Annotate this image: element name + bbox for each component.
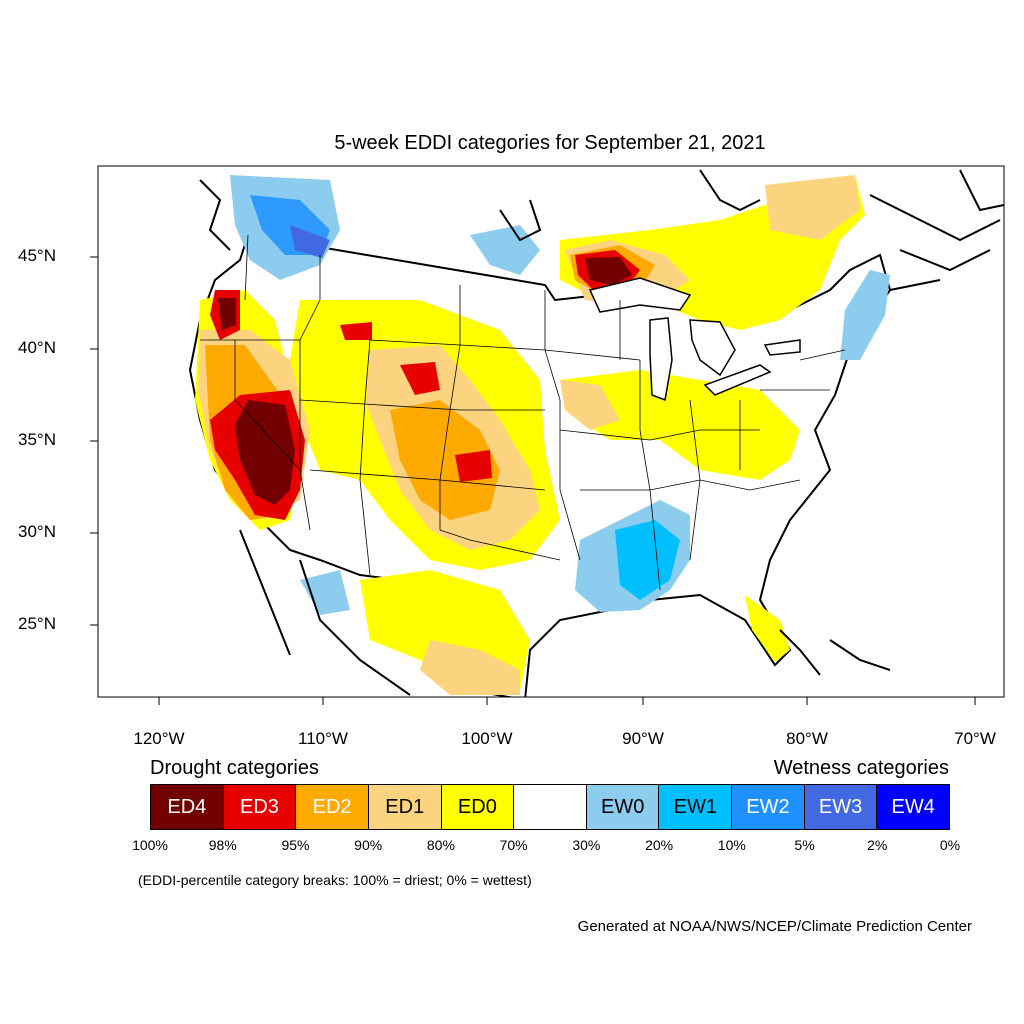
drought-heading: Drought categories [150, 757, 319, 779]
legend-cell: ED4 [151, 785, 224, 829]
map-title: 5-week EDDI categories for September 21,… [334, 132, 766, 154]
credit-line: Generated at NOAA/NWS/NCEP/Climate Predi… [577, 918, 972, 935]
legend-break-label: 30% [572, 837, 601, 853]
legend-cell: ED3 [223, 785, 297, 829]
wetness-heading: Wetness categories [773, 757, 949, 779]
lake-erie [703, 364, 772, 396]
lake-michigan [649, 317, 673, 402]
lake-ontario [763, 339, 801, 356]
legend-break-label: 98% [208, 837, 237, 853]
lat-label: 35°N [18, 430, 56, 449]
legend-break-label: 90% [354, 837, 383, 853]
lon-label: 110°W [298, 729, 348, 748]
lon-label: 120°W [133, 729, 185, 748]
lake-superior [588, 277, 692, 313]
legend-break-label: 100% [132, 837, 168, 853]
legend-cell: ED0 [441, 785, 515, 829]
legend-break-label: 2% [867, 837, 888, 853]
legend-cell: EW3 [804, 785, 878, 829]
lon-label: 80°W [786, 729, 828, 748]
lon-label: 90°W [622, 729, 664, 748]
legend-break-label: 0% [939, 837, 961, 853]
state-boundaries [200, 234, 846, 591]
legend-break-label: 20% [645, 837, 674, 853]
lon-label: 70°W [954, 729, 996, 748]
legend-cell [514, 785, 587, 829]
legend-colorbar: ED4 ED3 ED2 ED1 ED0 EW0 EW1 EW2 EW3 EW4 [150, 784, 950, 830]
lat-label: 45°N [18, 246, 56, 265]
legend-cell: ED1 [368, 785, 442, 829]
tick-marks [90, 256, 976, 705]
legend-cell: EW4 [877, 785, 950, 829]
legend-break-label: 80% [426, 837, 455, 853]
legend-cell: EW0 [586, 785, 660, 829]
category-note: (EDDI-percentile category breaks: 100% =… [138, 872, 532, 888]
legend-break-label: 70% [499, 837, 528, 853]
lat-label: 40°N [18, 338, 56, 357]
lat-label: 30°N [18, 522, 56, 541]
lake-huron [689, 319, 736, 377]
coastlines [199, 169, 1004, 696]
legend-break-label: 5% [794, 837, 815, 853]
legend-break-label: 95% [281, 837, 310, 853]
lon-label: 100°W [461, 729, 513, 748]
lat-label: 25°N [18, 614, 56, 633]
legend-cell: ED2 [296, 785, 369, 829]
legend-break-label: 10% [717, 837, 746, 853]
legend-cell: EW2 [732, 785, 805, 829]
legend-cell: EW1 [659, 785, 733, 829]
